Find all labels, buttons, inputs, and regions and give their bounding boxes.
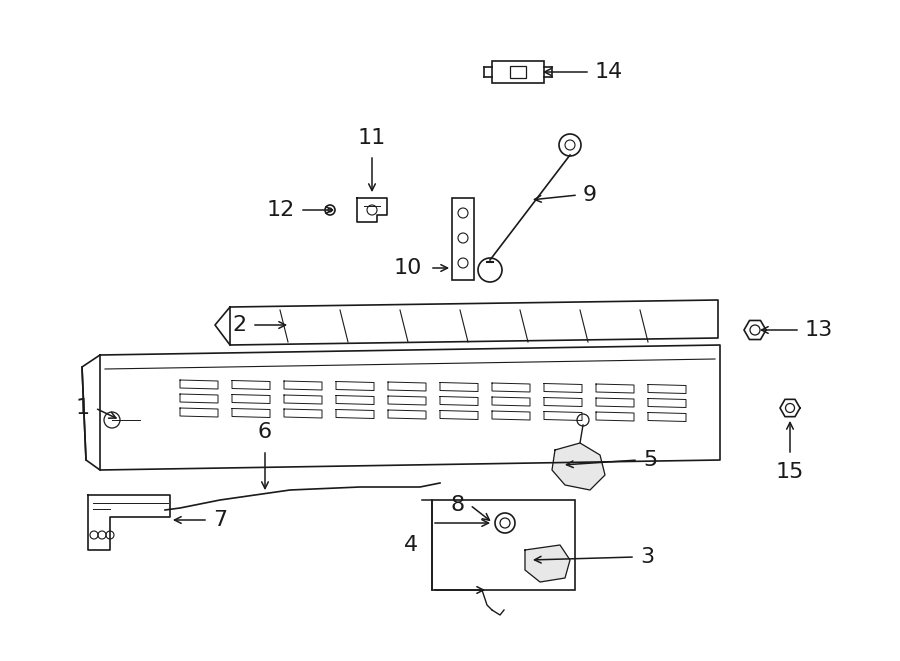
Polygon shape: [525, 545, 570, 582]
Text: 13: 13: [805, 320, 833, 340]
Text: 2: 2: [233, 315, 247, 335]
Text: 4: 4: [404, 535, 418, 555]
Text: 1: 1: [76, 398, 90, 418]
Text: 5: 5: [643, 450, 657, 470]
Text: 9: 9: [583, 185, 597, 205]
Bar: [492, 61, 544, 83]
Text: 15: 15: [776, 462, 805, 482]
Text: 7: 7: [213, 510, 227, 530]
Bar: [510, 66, 526, 78]
Text: 12: 12: [266, 200, 295, 220]
Text: 11: 11: [358, 128, 386, 148]
Bar: [432, 500, 575, 590]
Text: 6: 6: [258, 422, 272, 442]
Text: 14: 14: [595, 62, 623, 82]
Text: 3: 3: [640, 547, 654, 567]
Text: 8: 8: [451, 495, 465, 515]
Text: 10: 10: [393, 258, 422, 278]
Bar: [452, 198, 474, 280]
Polygon shape: [552, 443, 605, 490]
